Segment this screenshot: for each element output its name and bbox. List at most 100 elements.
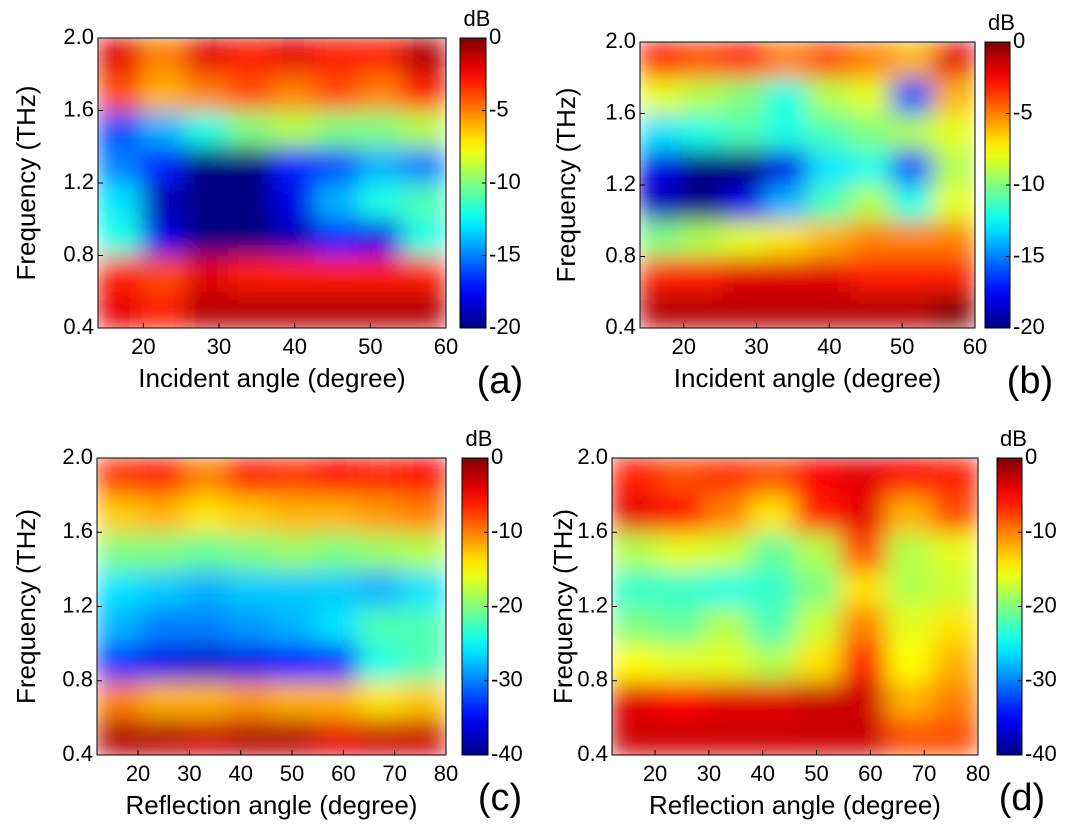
heatmap-cell [401,643,446,682]
heatmap-cell [703,680,750,719]
heatmap-cell [228,182,273,220]
heatmap-cell [681,148,725,186]
heatmap-cell [612,494,659,533]
heatmap-cell [140,494,185,533]
heatmap-cell [98,73,142,111]
x-tick-label: 50 [280,761,304,786]
heatmap-cell [848,256,892,293]
heatmap-cell [612,606,659,645]
heatmap-cell [271,38,316,75]
heatmap-cell [612,680,659,719]
x-tick-label: 60 [963,334,987,359]
heatmap-cell [98,291,142,328]
y-tick-label: 1.2 [605,171,636,196]
colorbar [461,457,489,756]
heatmap-cell [358,643,403,682]
colorbar-tick-label: 0 [489,24,501,49]
colorbar [984,41,1011,329]
heatmap-cell [358,146,403,184]
heatmap-cell [184,218,229,256]
heatmap-cell [314,717,360,755]
heatmap-cell [840,680,887,719]
heatmap-cell [765,220,808,257]
plot-area [640,42,975,328]
heatmap-cell [765,77,808,114]
heatmap-cell [931,494,978,533]
heatmap-cell [315,291,360,328]
x-tick-label: 30 [744,334,768,359]
heatmap-cell [723,113,767,150]
heatmap-cell [840,531,887,570]
heatmap-cell [98,218,142,256]
x-tick-label: 40 [228,761,252,786]
heatmap-cell [401,568,446,607]
heatmap-cell [807,113,850,150]
x-tick-label: 50 [804,761,828,786]
heatmap-cell [765,42,808,79]
heatmap-cell [723,42,767,79]
x-tick-label: 30 [177,761,201,786]
heatmap-cell [890,113,934,150]
heatmap-cell [723,220,767,257]
heatmap-cell [640,184,683,222]
heatmap-cell [657,494,704,533]
heatmap-cell [657,531,704,570]
heatmap-cell [227,717,272,755]
x-tick-label: 20 [126,761,150,786]
colorbar-title: dB [1000,426,1027,451]
heatmap-cell [183,568,229,607]
heatmap-cell [97,458,142,496]
colorbar-tick-label: -20 [1025,592,1057,617]
heatmap-cell [183,606,229,645]
heatmap-cell [848,113,892,150]
colorbar-title: dB [988,10,1015,35]
x-tick-label: 40 [817,334,841,359]
x-axis-title: Incident angle (degree) [138,363,405,393]
colorbar-tick-label: -5 [1013,99,1033,124]
colorbar-tick-label: -30 [1025,667,1057,692]
heatmap-cell [227,643,272,682]
heatmap-cell [681,291,725,328]
y-tick-label: 2.0 [62,444,93,469]
heatmap-cell [228,73,273,111]
heatmap-cell [657,458,704,496]
heatmap-cell [98,182,142,220]
heatmap-cell [141,218,186,256]
heatmap-cell [848,184,892,222]
heatmap-cell [657,680,704,719]
heatmap-cell [681,42,725,79]
heatmap-cell [228,255,273,293]
heatmap-cell [315,73,360,111]
heatmap-cell [612,458,659,496]
heatmap-cell [97,531,142,570]
heatmap-cell [140,717,185,755]
heatmap-cell [358,38,403,75]
heatmap-cell [97,717,142,755]
heatmap-cell [140,606,185,645]
y-tick-label: 0.4 [577,741,608,766]
heatmap-cell [748,568,796,607]
heatmap-cell [794,568,842,607]
heatmap-cell [807,291,850,328]
heatmap-cell [315,182,360,220]
heatmap-cell [314,531,360,570]
panel: 20 30 40 50 60 0.4 0.8 1.2 1.6 2.0 Incident angle … [551,10,1053,402]
panel-label: (c) [478,777,522,819]
heatmap-cell [640,220,683,257]
heatmap-cell [314,568,360,607]
heatmap-cells [98,38,446,328]
heatmap-cell [183,494,229,533]
y-tick-label: 2.0 [605,28,636,53]
heatmap-cell [640,42,683,79]
x-tick-label: 70 [912,761,936,786]
heatmap-cell [358,680,403,719]
heatmap-cell [840,494,887,533]
heatmap-cell [315,218,360,256]
heatmap-cell [402,110,446,148]
heatmap-cell [140,458,185,496]
heatmap-cell [765,256,808,293]
heatmap-cell [271,146,316,184]
heatmap-cell [794,680,842,719]
heatmap-cell [886,643,933,682]
